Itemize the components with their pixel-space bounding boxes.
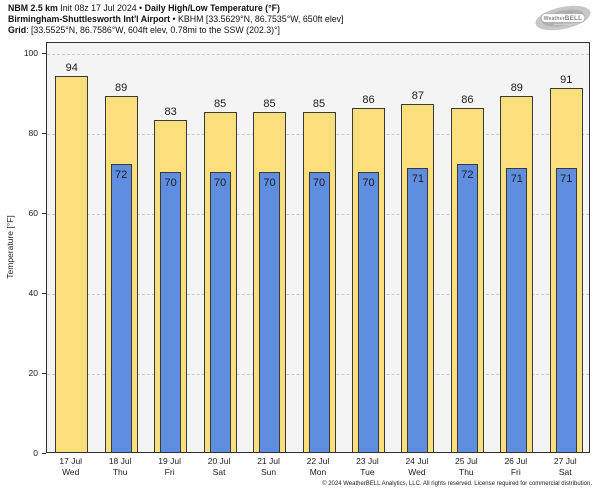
x-tick-label: 18 Jul Thu	[95, 456, 144, 477]
high-value-label: 85	[312, 98, 326, 110]
x-tick-day: Sat	[212, 466, 226, 477]
low-value-label: 70	[312, 177, 326, 189]
x-tick-date: 26 Jul	[504, 456, 528, 466]
x-tick-date: 22 Jul	[306, 456, 330, 466]
y-tick-mark	[42, 53, 46, 54]
x-tick-label: 21 Jul Sun	[244, 456, 293, 477]
high-value-label: 85	[213, 98, 227, 110]
x-tick-date: 23 Jul	[356, 456, 379, 466]
high-value-label: 91	[560, 74, 573, 86]
low-value-label: 71	[510, 173, 523, 185]
low-bar	[110, 164, 132, 452]
x-tick-label: 17 Jul Wed	[46, 456, 95, 477]
x-tick-label: 27 Jul Sat	[541, 456, 590, 477]
x-tick-date: 24 Jul	[405, 456, 429, 466]
x-tick-day: Fri	[510, 466, 521, 477]
high-value-label: 86	[461, 94, 474, 106]
y-tick-label: 20	[28, 368, 38, 378]
low-bar	[357, 172, 379, 452]
low-value-label: 70	[263, 177, 276, 189]
low-bar	[506, 168, 528, 452]
y-tick-mark	[42, 453, 46, 454]
y-tick-mark	[42, 293, 46, 294]
copyright-notice: © 2024 WeatherBELL Analytics, LLC. All r…	[322, 481, 592, 487]
high-value-label: 94	[65, 62, 78, 74]
title-grid: Grid	[8, 25, 27, 35]
x-tick-label: 26 Jul Fri	[491, 456, 540, 477]
title-grid-detail: : [33.5525°N, 86.7586°W, 604ft elev, 0.7…	[26, 25, 281, 35]
y-tick-label: 0	[33, 448, 38, 458]
x-tick-day: Thu	[112, 466, 128, 477]
title-model: NBM 2.5 km	[8, 3, 58, 13]
low-value-label: 72	[461, 169, 474, 181]
x-tick-date: 18 Jul	[108, 456, 132, 466]
x-tick-date: 21 Jul	[257, 456, 280, 466]
y-tick-label: 80	[28, 128, 38, 138]
title-station-detail: • KBHM [33.5629°N, 86.7535°W, 650ft elev…	[170, 14, 344, 24]
high-value-label: 87	[411, 90, 425, 102]
low-value-label: 70	[213, 177, 227, 189]
high-value-label: 85	[263, 98, 276, 110]
x-tick-date: 25 Jul	[455, 456, 478, 466]
high-value-label: 86	[362, 94, 375, 106]
title-init: Init 08z 17 Jul 2024 •	[57, 3, 145, 13]
weatherbell-logo: WeatherBELL	[535, 5, 591, 31]
low-bar	[209, 172, 231, 452]
y-axis-title: Temperature [°F]	[5, 215, 15, 279]
x-tick-label: 22 Jul Mon	[293, 456, 342, 477]
low-bar	[259, 172, 281, 452]
x-tick-day: Sat	[558, 466, 572, 477]
low-bar	[407, 168, 429, 452]
x-tick-day: Fri	[164, 466, 175, 477]
title-product: Daily High/Low Temperature (°F)	[144, 3, 280, 13]
low-value-label: 70	[164, 177, 177, 189]
x-tick-day: Tue	[360, 466, 375, 477]
x-tick-day: Wed	[62, 466, 80, 477]
high-bar	[55, 76, 89, 452]
x-tick-day: Mon	[309, 466, 327, 477]
low-value-label: 71	[411, 173, 425, 185]
svg-text:WeatherBELL: WeatherBELL	[544, 15, 583, 22]
x-tick-date: 19 Jul	[158, 456, 181, 466]
low-value-label: 70	[362, 177, 375, 189]
title-line-1: NBM 2.5 km Init 08z 17 Jul 2024 • Daily …	[8, 3, 344, 14]
y-tick-mark	[42, 133, 46, 134]
x-tick-date: 20 Jul	[207, 456, 231, 466]
high-value-label: 89	[510, 82, 523, 94]
low-value-label: 72	[115, 169, 128, 181]
low-bar	[456, 164, 478, 452]
low-value-label: 71	[560, 173, 573, 185]
low-bar	[160, 172, 182, 452]
x-tick-label: 24 Jul Wed	[392, 456, 441, 477]
x-tick-day: Sun	[260, 466, 277, 477]
y-tick-mark	[42, 373, 46, 374]
high-value-label: 83	[164, 106, 177, 118]
x-tick-label: 19 Jul Fri	[145, 456, 194, 477]
y-tick-mark	[42, 213, 46, 214]
x-tick-label: 23 Jul Tue	[343, 456, 392, 477]
plot-area: 94 89 72 83 70 85 70 85 70 85 70 86 70 87 71 86 72 89 71 91…	[46, 42, 590, 453]
x-tick-date: 17 Jul	[59, 456, 83, 466]
y-tick-label: 60	[28, 208, 38, 218]
title-station: Birmingham-Shuttlesworth Int'l Airport	[8, 14, 171, 24]
y-tick-label: 100	[23, 48, 38, 58]
y-tick-label: 40	[28, 288, 38, 298]
x-tick-label: 20 Jul Sat	[194, 456, 243, 477]
x-tick-label: 25 Jul Thu	[442, 456, 491, 477]
low-bar	[555, 168, 577, 452]
title-line-3: Grid: [33.5525°N, 86.7586°W, 604ft elev,…	[8, 25, 344, 36]
x-tick-date: 27 Jul	[553, 456, 577, 466]
title-line-2: Birmingham-Shuttlesworth Int'l Airport •…	[8, 14, 344, 25]
x-tick-day: Thu	[459, 466, 474, 477]
chart-title-block: NBM 2.5 km Init 08z 17 Jul 2024 • Daily …	[8, 3, 344, 36]
gridline	[47, 54, 589, 55]
high-value-label: 89	[115, 82, 128, 94]
x-tick-day: Wed	[408, 466, 426, 477]
low-bar	[308, 172, 330, 452]
